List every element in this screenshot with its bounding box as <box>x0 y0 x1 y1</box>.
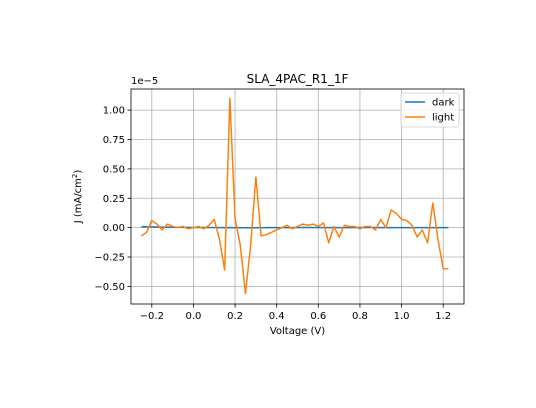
x-tick-label: 1.2 <box>435 311 451 322</box>
y-tick-label: 0.75 <box>103 135 125 146</box>
y-axis-label-close: ) <box>73 170 84 174</box>
x-tick-label: 0.2 <box>227 311 243 322</box>
legend-label-dark: dark <box>432 98 455 109</box>
plot-frame <box>130 88 465 305</box>
y-axis-label-superscript: 2 <box>71 174 79 178</box>
x-tick-label: 0.0 <box>185 311 201 322</box>
y-axis-ticks: −0.50 −0.25 0.00 0.25 0.50 0.75 1.00 <box>94 106 131 293</box>
x-tick-label: 0.4 <box>269 311 285 322</box>
x-axis-label: Voltage (V) <box>270 326 325 337</box>
y-tick-label: 1.00 <box>103 106 125 117</box>
y-axis-offset-label: 1e−5 <box>131 76 158 87</box>
x-tick-label: 0.6 <box>310 311 326 322</box>
x-axis-ticks: −0.2 0.0 0.2 0.4 0.6 0.8 1.0 1.2 <box>140 304 451 322</box>
y-tick-label: −0.25 <box>94 253 125 264</box>
chart-title: SLA_4PAC_R1_1F <box>247 72 349 86</box>
x-tick-label: 0.8 <box>352 311 368 322</box>
legend-label-light: light <box>432 113 454 124</box>
y-axis-label-main: J (mA/cm <box>73 178 84 224</box>
y-tick-label: −0.50 <box>94 282 125 293</box>
x-tick-label: 1.0 <box>394 311 410 322</box>
series-line-light <box>140 97 449 295</box>
x-tick-label: −0.2 <box>140 311 164 322</box>
series-lines <box>140 97 449 295</box>
y-axis-label: J (mA/cm2) <box>71 170 84 225</box>
legend: dark light <box>400 92 460 128</box>
y-tick-label: 0.00 <box>103 223 125 234</box>
y-tick-label: 0.25 <box>103 194 125 205</box>
y-tick-label: 0.50 <box>103 164 125 175</box>
